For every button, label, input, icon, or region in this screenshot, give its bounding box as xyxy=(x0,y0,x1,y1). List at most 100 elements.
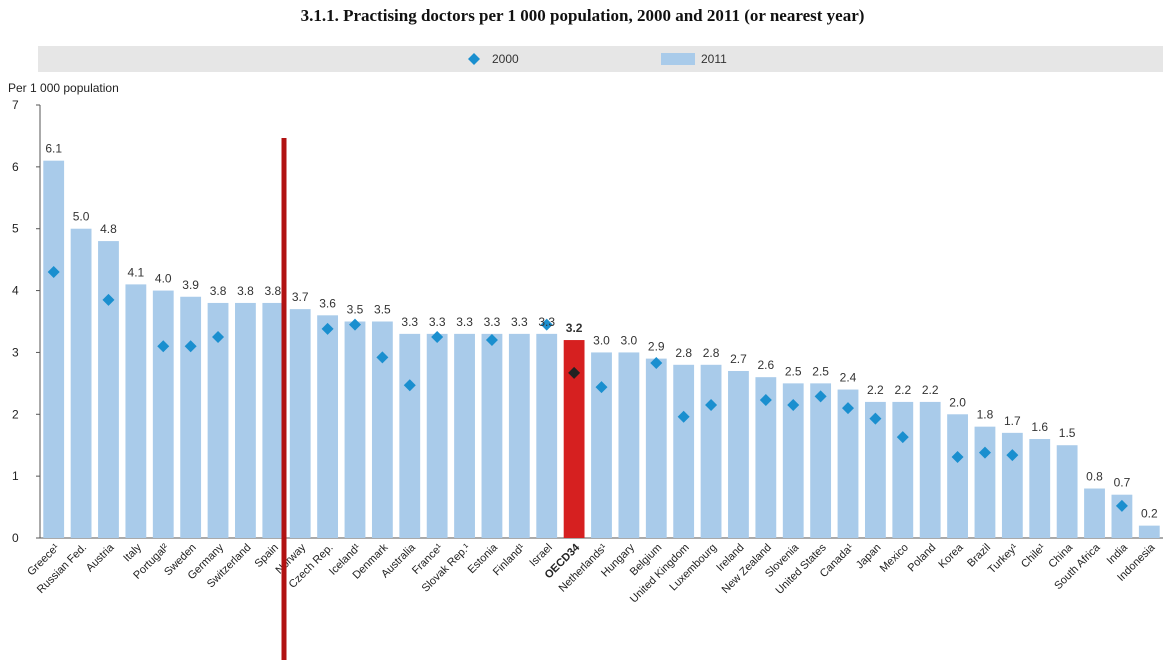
value-label-37: 1.5 xyxy=(1059,426,1076,440)
marker-2000-0 xyxy=(47,266,60,279)
bar-12 xyxy=(371,321,393,538)
marker-2000-34 xyxy=(978,446,991,459)
bar-40 xyxy=(1138,525,1160,538)
legend-band xyxy=(38,46,1163,72)
value-label-39: 0.7 xyxy=(1114,476,1131,490)
value-label-28: 2.5 xyxy=(812,364,829,378)
value-label-0: 6.1 xyxy=(45,142,62,156)
bar-19 xyxy=(563,340,585,538)
bar-37 xyxy=(1056,445,1078,538)
value-label-25: 2.7 xyxy=(730,352,747,366)
category-label-36: Chile¹ xyxy=(1019,541,1048,570)
bar-20 xyxy=(591,352,612,538)
value-label-31: 2.2 xyxy=(894,383,911,397)
marker-2000-5 xyxy=(184,340,197,353)
marker-2000-4 xyxy=(157,340,170,353)
value-label-17: 3.3 xyxy=(511,315,528,329)
bar-0 xyxy=(43,160,65,538)
value-label-33: 2.0 xyxy=(949,395,966,409)
bar-10 xyxy=(317,315,339,538)
bar-11 xyxy=(344,321,366,538)
value-label-4: 4.0 xyxy=(155,272,172,286)
value-label-15: 3.3 xyxy=(456,315,473,329)
value-label-21: 3.0 xyxy=(621,333,638,347)
marker-2000-16 xyxy=(485,334,498,347)
category-label-35: Turkey¹ xyxy=(986,541,1021,576)
bar-13 xyxy=(399,333,421,538)
y-tick-label: 6 xyxy=(12,160,19,174)
marker-2000-20 xyxy=(595,381,608,394)
y-tick-label: 2 xyxy=(12,407,19,421)
bar-33 xyxy=(947,414,968,538)
value-label-34: 1.8 xyxy=(977,408,994,422)
category-label-33: Korea xyxy=(936,541,966,571)
marker-2000-29 xyxy=(842,402,855,415)
value-label-7: 3.8 xyxy=(237,284,254,298)
value-label-11: 3.5 xyxy=(347,303,364,317)
bar-18 xyxy=(536,333,558,538)
value-label-32: 2.2 xyxy=(922,383,939,397)
bar-6 xyxy=(207,302,229,538)
value-label-10: 3.6 xyxy=(319,296,336,310)
value-label-13: 3.3 xyxy=(401,315,418,329)
bar-34 xyxy=(974,426,996,538)
bar-21 xyxy=(618,352,640,538)
legend-marker-2000 xyxy=(468,53,480,65)
bar-7 xyxy=(235,302,256,538)
bar-36 xyxy=(1029,439,1051,538)
bar-32 xyxy=(919,401,941,538)
value-label-14: 3.3 xyxy=(429,315,446,329)
marker-2000-10 xyxy=(321,322,334,335)
marker-2000-33 xyxy=(951,450,964,463)
marker-2000-35 xyxy=(1006,449,1019,462)
bar-27 xyxy=(782,383,804,538)
bar-28 xyxy=(810,383,832,538)
value-label-24: 2.8 xyxy=(703,346,720,360)
marker-2000-23 xyxy=(677,410,690,423)
bar-4 xyxy=(152,290,174,538)
value-label-12: 3.5 xyxy=(374,303,391,317)
bar-9 xyxy=(289,309,311,538)
bar-8 xyxy=(262,302,284,538)
bar-29 xyxy=(837,389,859,538)
marker-2000-14 xyxy=(431,330,444,343)
legend-label-2000: 2000 xyxy=(492,52,519,66)
bar-16 xyxy=(481,333,503,538)
bar-26 xyxy=(755,377,777,538)
marker-2000-12 xyxy=(376,351,389,364)
marker-2000-24 xyxy=(705,399,718,412)
marker-2000-2 xyxy=(102,293,115,306)
bar-17 xyxy=(508,333,530,538)
value-label-1: 5.0 xyxy=(73,210,90,224)
value-label-36: 1.6 xyxy=(1031,420,1048,434)
marker-2000-30 xyxy=(869,412,882,425)
marker-2000-26 xyxy=(759,394,772,407)
bar-25 xyxy=(728,370,749,538)
bar-30 xyxy=(864,401,886,538)
marker-2000-18 xyxy=(540,318,553,331)
value-label-3: 4.1 xyxy=(128,265,145,279)
y-tick-label: 7 xyxy=(12,98,19,112)
chart-title: 3.1.1. Practising doctors per 1 000 popu… xyxy=(300,6,865,25)
marker-2000-11 xyxy=(348,318,361,331)
marker-2000-39 xyxy=(1115,499,1128,512)
value-label-9: 3.7 xyxy=(292,290,309,304)
marker-2000-13 xyxy=(403,379,416,392)
bars xyxy=(43,160,1160,539)
value-label-29: 2.4 xyxy=(840,371,857,385)
marker-2000-19 xyxy=(568,366,581,379)
y-tick-label: 3 xyxy=(12,345,19,359)
marker-2000-28 xyxy=(814,390,827,403)
marker-2000-22 xyxy=(650,356,663,369)
bar-15 xyxy=(454,333,475,538)
value-label-22: 2.9 xyxy=(648,340,665,354)
marker-2000-27 xyxy=(787,399,800,412)
category-label-32: Poland xyxy=(906,542,939,575)
marker-2000-6 xyxy=(212,330,225,343)
value-label-16: 3.3 xyxy=(484,315,501,329)
value-label-2: 4.8 xyxy=(100,222,117,236)
value-label-35: 1.7 xyxy=(1004,414,1021,428)
category-label-2: Austria xyxy=(84,541,117,574)
